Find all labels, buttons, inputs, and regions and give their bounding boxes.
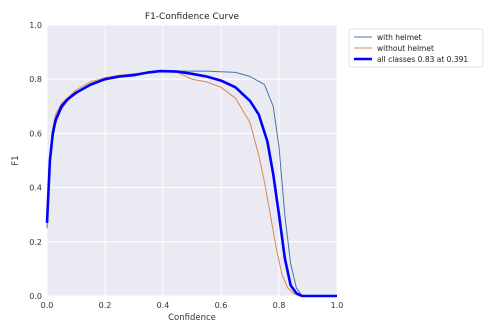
legend-entry: without helmet (377, 44, 434, 53)
legend-entry: all classes 0.83 at 0.391 (377, 55, 468, 64)
legend-entry: with helmet (377, 33, 422, 42)
plot-area (47, 25, 337, 296)
chart-title: F1-Confidence Curve (145, 12, 240, 22)
y-tick-label: 0.0 (29, 292, 42, 301)
x-tick-label: 1.0 (331, 301, 344, 310)
y-tick-label: 0.2 (29, 238, 42, 247)
y-tick-label: 0.4 (29, 184, 42, 193)
y-tick-label: 0.8 (29, 75, 42, 84)
x-axis-label: Confidence (168, 313, 216, 323)
y-tick-label: 1.0 (29, 21, 42, 30)
x-tick-label: 0.8 (273, 301, 286, 310)
x-tick-label: 0.0 (41, 301, 54, 310)
legend: with helmet without helmet all classes 0.8… (348, 28, 484, 68)
axes: 0.0 0.2 0.4 0.6 0.8 1.0 0.0 0.2 0.4 0.6 0.8 1.0 (29, 21, 343, 310)
x-tick-label: 0.2 (99, 301, 112, 310)
y-tick-label: 0.6 (29, 129, 42, 138)
y-axis-label: F1 (11, 155, 21, 165)
x-tick-label: 0.6 (215, 301, 228, 310)
series-lines (45, 69, 337, 298)
x-tick-label: 0.4 (157, 301, 170, 310)
legend-box (348, 28, 484, 68)
series-line-2 (45, 69, 337, 298)
